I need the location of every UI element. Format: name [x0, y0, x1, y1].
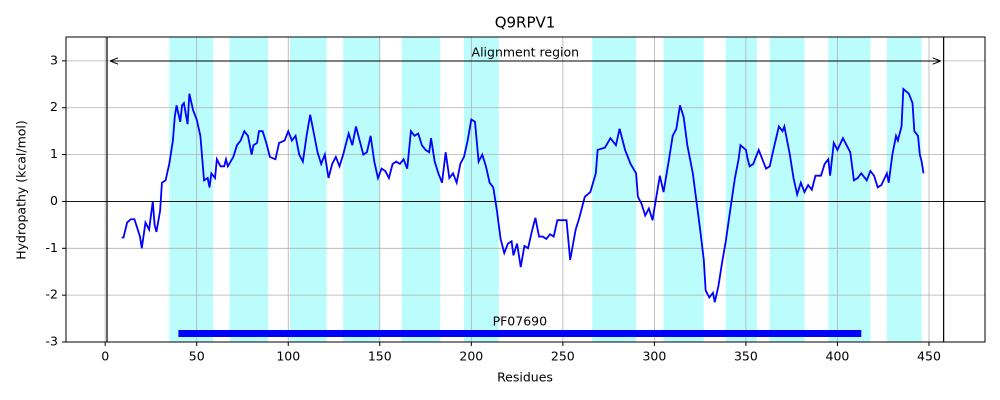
- y-tick-label: 2: [50, 99, 58, 114]
- x-tick-label: 250: [551, 349, 575, 364]
- x-tick-label: 200: [459, 349, 483, 364]
- region-band: [229, 37, 269, 342]
- region-band: [592, 37, 637, 342]
- plot-frame: [65, 36, 986, 343]
- region-band: [169, 37, 214, 342]
- domain-label: PF07690: [493, 314, 548, 329]
- region-band: [886, 37, 922, 342]
- x-tick-label: 150: [368, 349, 392, 364]
- x-tick-label: 0: [101, 349, 109, 364]
- y-axis-label: Hydropathy (kcal/mol): [14, 120, 29, 260]
- y-tick-label: -3: [46, 334, 58, 349]
- x-tick-label: 400: [826, 349, 850, 364]
- y-tick-label: -1: [46, 240, 58, 255]
- alignment-label: Alignment region: [472, 45, 580, 60]
- region-band: [401, 37, 441, 342]
- region-band: [343, 37, 380, 342]
- x-axis-label: Residues: [497, 370, 553, 385]
- y-tick-label: -2: [46, 287, 58, 302]
- y-tick-label: 0: [50, 193, 58, 208]
- region-band: [725, 37, 757, 342]
- region-band: [290, 37, 327, 342]
- x-tick-label: 300: [642, 349, 666, 364]
- domain-bar: [178, 330, 862, 337]
- y-tick-label: 3: [50, 52, 58, 67]
- hydropathy-line: [121, 87, 925, 303]
- region-band: [663, 37, 704, 342]
- x-tick-label: 50: [189, 349, 205, 364]
- region-band: [828, 37, 871, 342]
- x-tick-label: 350: [734, 349, 758, 364]
- y-tick-label: 1: [50, 146, 58, 161]
- x-tick-label: 450: [917, 349, 941, 364]
- chart-title: Q9RPV1: [495, 14, 556, 32]
- x-tick-label: 100: [276, 349, 300, 364]
